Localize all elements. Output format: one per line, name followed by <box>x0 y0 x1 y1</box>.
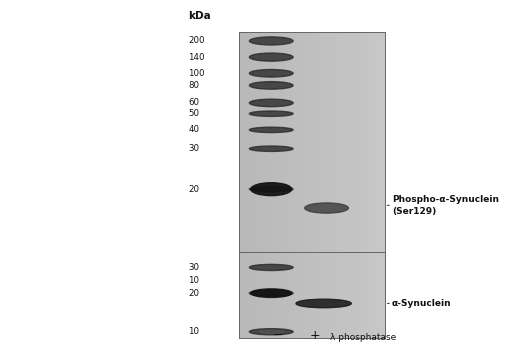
Ellipse shape <box>250 111 293 117</box>
Ellipse shape <box>259 330 283 334</box>
Text: +: + <box>309 329 320 342</box>
Ellipse shape <box>250 37 293 45</box>
Text: −: − <box>273 329 283 342</box>
Text: 100: 100 <box>188 69 205 78</box>
Ellipse shape <box>250 99 293 107</box>
Text: α-Synuclein: α-Synuclein <box>392 299 452 308</box>
Text: kDa: kDa <box>188 11 211 21</box>
Ellipse shape <box>250 127 293 133</box>
Ellipse shape <box>250 290 293 296</box>
Ellipse shape <box>251 183 292 196</box>
Text: 20: 20 <box>188 289 199 298</box>
Ellipse shape <box>251 289 292 298</box>
Ellipse shape <box>258 278 284 283</box>
Ellipse shape <box>250 53 293 61</box>
Text: 50: 50 <box>188 109 199 118</box>
Text: 40: 40 <box>188 125 199 134</box>
Text: 10: 10 <box>188 327 199 336</box>
Text: λ phosphatase: λ phosphatase <box>330 333 396 342</box>
Ellipse shape <box>305 203 348 213</box>
Ellipse shape <box>250 264 293 271</box>
Text: 200: 200 <box>188 36 205 46</box>
Ellipse shape <box>250 187 293 192</box>
Ellipse shape <box>250 146 293 152</box>
Ellipse shape <box>250 329 293 335</box>
Text: Phospho-α-Synuclein
(Ser129): Phospho-α-Synuclein (Ser129) <box>392 195 499 216</box>
Text: 30: 30 <box>188 263 199 272</box>
Text: 140: 140 <box>188 52 205 62</box>
Ellipse shape <box>250 82 293 89</box>
Text: 60: 60 <box>188 98 199 107</box>
Ellipse shape <box>296 299 352 308</box>
Text: 10: 10 <box>188 276 199 285</box>
Ellipse shape <box>250 70 293 77</box>
Text: 20: 20 <box>188 185 199 194</box>
Text: 30: 30 <box>188 144 199 153</box>
Ellipse shape <box>250 278 293 284</box>
Text: 80: 80 <box>188 81 199 90</box>
